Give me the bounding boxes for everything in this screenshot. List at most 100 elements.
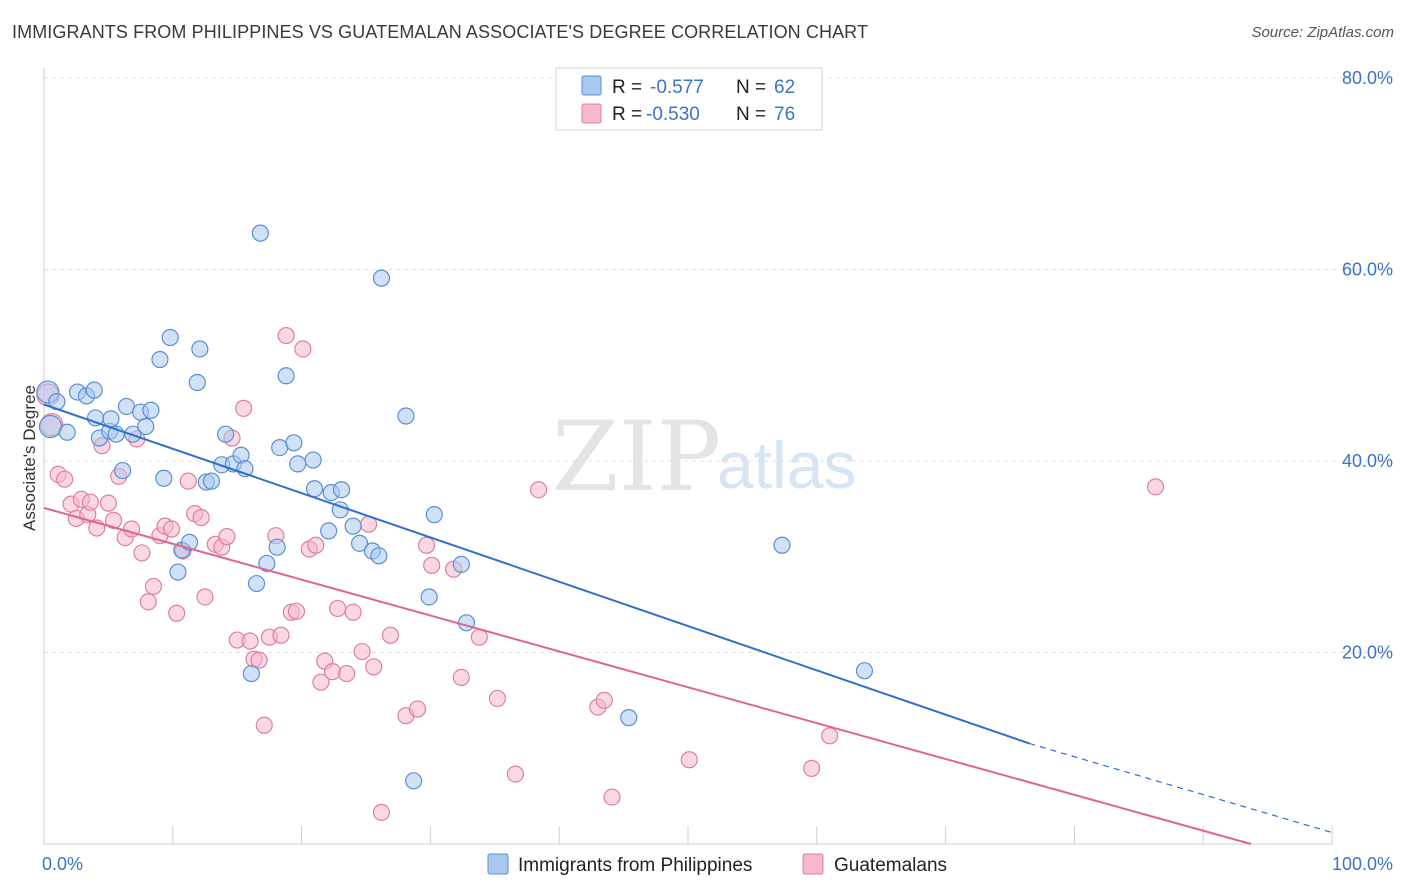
- philippines-point: [332, 481, 351, 499]
- philippines-point: [85, 381, 103, 399]
- philippines-point: [247, 574, 266, 593]
- philippines-point: [202, 472, 221, 490]
- guatemalans-point: [179, 472, 197, 490]
- philippines-point: [773, 536, 791, 554]
- legend-r-label-2: R =: [612, 104, 642, 125]
- philippines-point: [188, 373, 206, 392]
- philippines-point: [142, 401, 160, 419]
- guatemalans-point: [417, 536, 436, 554]
- guatemalans-point: [603, 788, 621, 806]
- philippines-point: [258, 554, 276, 573]
- legend-n-value-1: 62: [774, 77, 795, 98]
- philippines-point: [38, 414, 63, 439]
- legend-r-value-1: -0.577: [650, 77, 704, 98]
- axes: [43, 68, 1333, 845]
- philippines-point: [405, 772, 423, 790]
- philippines-point: [242, 664, 260, 683]
- guatemalans-point: [277, 326, 295, 345]
- philippines-point: [620, 709, 638, 727]
- philippines-point: [137, 417, 155, 436]
- guatemalans-point: [168, 604, 186, 622]
- philippines-point: [251, 224, 269, 242]
- trend-line-guatemalans: [43, 506, 1252, 845]
- guatemalans-point: [196, 588, 214, 606]
- guatemalans-point: [99, 494, 118, 512]
- guatemalans-point: [323, 663, 342, 681]
- guatemalans-point: [372, 803, 391, 822]
- guatemalans-point: [381, 626, 400, 644]
- philippines-point: [277, 367, 295, 385]
- philippines-point: [161, 328, 179, 347]
- philippines-point: [420, 588, 438, 606]
- x-tick-label-max: 100.0%: [1332, 854, 1393, 874]
- source-credit: Source: ZipAtlas.com: [1251, 24, 1394, 41]
- legend-r-label-1: R =: [612, 77, 642, 98]
- guatemalans-point: [803, 759, 821, 777]
- philippines-point: [169, 563, 187, 581]
- philippines-point: [58, 423, 76, 441]
- guatemalans-point: [488, 689, 506, 708]
- guatemalans-point: [255, 716, 273, 734]
- guatemalans-point: [423, 556, 441, 574]
- philippines-point: [425, 506, 443, 524]
- philippines-point: [151, 350, 169, 369]
- guatemalans-point: [595, 691, 613, 709]
- guatemalans-point: [821, 727, 839, 745]
- guatemalans-point: [139, 593, 157, 611]
- legend-r-value-2: -0.530: [646, 104, 700, 125]
- guatemalans-point: [272, 626, 290, 644]
- watermark-atlas: atlas: [717, 428, 856, 502]
- trend-lines: [43, 403, 1333, 845]
- bottom-legend-swatch-blue: [487, 853, 509, 875]
- philippines-point: [457, 614, 476, 632]
- philippines-point: [268, 538, 286, 556]
- guatemalans-point: [133, 544, 151, 562]
- y-tick-label: 60.0%: [1342, 260, 1393, 280]
- legend-n-value-2: 76: [774, 104, 795, 125]
- guatemalans-point: [287, 602, 306, 620]
- guatemalans-point: [506, 765, 525, 783]
- y-axis-title: Associate's Degree: [20, 385, 39, 531]
- guatemalans-point: [353, 642, 371, 661]
- guatemalans-point: [162, 520, 181, 538]
- guatemalans-point: [235, 399, 253, 417]
- philippines-point: [271, 438, 289, 457]
- guatemalans-point: [344, 603, 362, 621]
- philippines-point: [344, 517, 362, 535]
- philippines-point: [155, 469, 173, 487]
- guatemalans-point: [365, 658, 383, 676]
- bottom-legend: Immigrants from Philippines Guatemalans: [487, 853, 947, 876]
- guatemalans-point: [312, 673, 330, 691]
- guatemalans-point: [241, 632, 259, 650]
- watermark-zip: ZIP: [552, 401, 721, 513]
- guatemalans-point: [56, 470, 74, 488]
- philippines-point: [397, 407, 415, 425]
- philippines-point: [289, 455, 307, 473]
- legend-swatch-pink: [581, 103, 602, 124]
- philippines-point: [452, 555, 470, 574]
- legend-n-label-1: N =: [736, 77, 766, 98]
- legend-box: R = -0.577 N = 62 R = -0.530 N = 76: [555, 67, 823, 131]
- philippines-point: [113, 461, 132, 480]
- guatemalans-point: [294, 340, 312, 358]
- philippines-point: [855, 662, 874, 680]
- philippines-point: [217, 425, 235, 443]
- philippines-point: [285, 434, 303, 452]
- legend-swatch-blue: [581, 75, 602, 96]
- guatemalans-point: [250, 651, 268, 669]
- x-tick-label-min: 0.0%: [42, 854, 83, 874]
- y-tick-label: 20.0%: [1342, 643, 1393, 663]
- guatemalans-point: [192, 508, 210, 527]
- legend-n-label-2: N =: [736, 104, 766, 125]
- bottom-legend-label-philippines: Immigrants from Philippines: [518, 855, 752, 876]
- guatemalans-point: [529, 481, 548, 499]
- y-tick-label: 40.0%: [1342, 451, 1393, 471]
- guatemalans-point: [104, 511, 123, 529]
- philippines-point: [305, 480, 324, 498]
- trend-line-philippines-extension: [1029, 742, 1333, 834]
- guatemalans-point: [329, 599, 347, 618]
- trend-line-philippines: [43, 403, 1030, 745]
- philippines-point: [350, 534, 369, 552]
- guatemalans-point: [1146, 478, 1165, 496]
